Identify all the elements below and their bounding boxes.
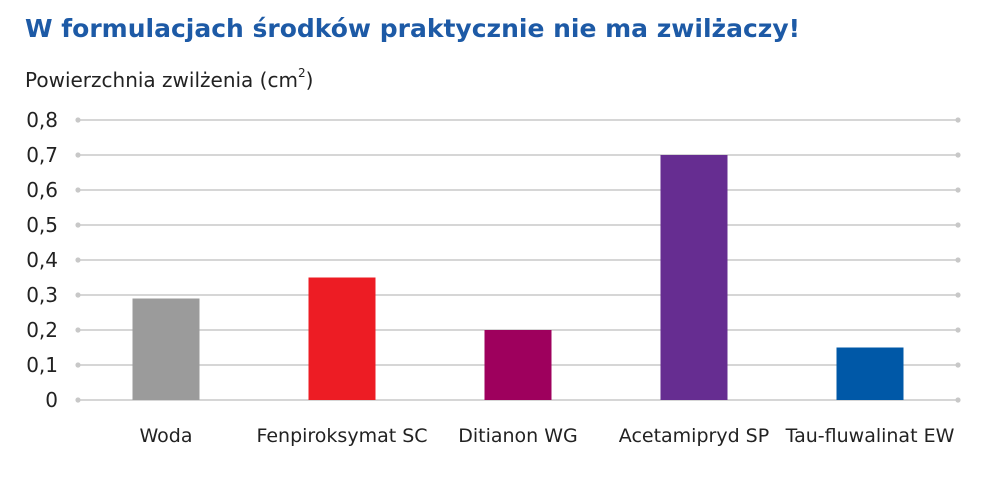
gridline-dot-right <box>955 397 961 403</box>
gridline-dot-left <box>75 257 81 263</box>
y-tick-label: 0,4 <box>26 248 58 272</box>
gridline-dot-left <box>75 152 81 158</box>
y-axis-label-superscript: 2 <box>297 66 306 80</box>
gridline-dot-left <box>75 222 81 228</box>
y-tick-label: 0 <box>45 388 58 412</box>
gridline-dot-right <box>955 362 961 368</box>
gridline-dot-right <box>955 152 961 158</box>
bar <box>132 298 200 400</box>
gridline-dot-right <box>955 222 961 228</box>
bar <box>836 347 904 400</box>
y-tick-label: 0,5 <box>26 213 58 237</box>
x-tick-label: Ditianon WG <box>458 425 578 447</box>
y-tick-label: 0,8 <box>26 108 58 132</box>
gridline-dot-right <box>955 327 961 333</box>
gridline-dot-left <box>75 187 81 193</box>
x-tick-label: Fenpiroksymat SC <box>256 425 427 447</box>
y-axis-label-close: ) <box>305 68 314 92</box>
x-tick-label: Acetamipryd SP <box>619 425 769 447</box>
x-tick-label: Woda <box>139 425 192 447</box>
y-axis-label-text: Powierzchnia zwilżenia (cm <box>25 68 298 92</box>
gridline-dot-right <box>955 187 961 193</box>
gridline-dot-left <box>75 292 81 298</box>
bar <box>660 155 728 400</box>
gridline-dot-left <box>75 327 81 333</box>
bar <box>308 277 376 400</box>
gridline-dot-right <box>955 292 961 298</box>
y-tick-label: 0,3 <box>26 283 58 307</box>
gridline-dot-right <box>955 117 961 123</box>
gridline-dot-right <box>955 257 961 263</box>
y-tick-label: 0,1 <box>26 353 58 377</box>
y-tick-label: 0,6 <box>26 178 58 202</box>
y-axis-label: Powierzchnia zwilżenia (cm2) <box>25 66 314 92</box>
gridline-dot-left <box>75 397 81 403</box>
y-tick-label: 0,7 <box>26 143 58 167</box>
bar <box>484 330 552 400</box>
chart-title: W formulacjach środków praktycznie nie m… <box>25 14 801 43</box>
gridline-dot-left <box>75 117 81 123</box>
x-tick-label: Tau-fluwalinat EW <box>785 425 955 447</box>
gridline-dot-left <box>75 362 81 368</box>
y-tick-label: 0,2 <box>26 318 58 342</box>
